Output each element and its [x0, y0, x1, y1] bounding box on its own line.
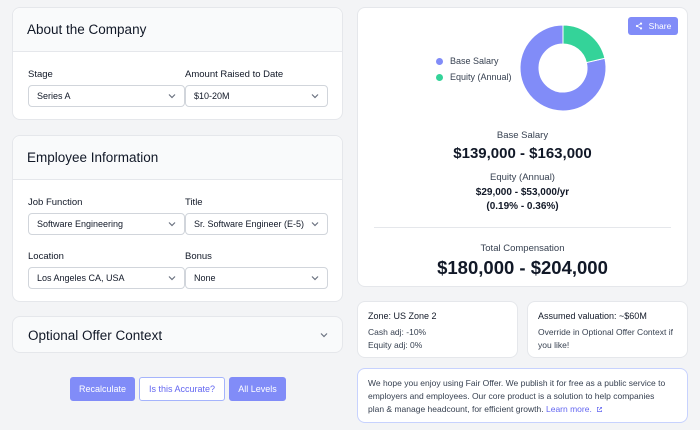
location-select[interactable]: Los Angeles CA, USA — [28, 267, 185, 289]
bonus-select[interactable]: None — [185, 267, 328, 289]
base-salary-label: Base Salary — [496, 130, 549, 141]
footer-note-line-3-text: plan & manage headcount, for efficient g… — [368, 404, 544, 414]
equity-label: Equity (Annual) — [490, 172, 555, 183]
equity-percent: (0.19% - 0.36%) — [486, 201, 559, 212]
cash-adj: Cash adj: -10% — [368, 327, 427, 337]
location-value: Los Angeles CA, USA — [37, 273, 125, 283]
optional-offer-title: Optional Offer Context — [28, 328, 163, 343]
job-function-label: Job Function — [28, 197, 83, 208]
chevron-down-icon — [168, 94, 176, 99]
divider — [374, 227, 671, 228]
chevron-down-icon — [168, 222, 176, 227]
raised-select[interactable]: $10-20M — [185, 85, 328, 107]
about-company-header: About the Company — [13, 8, 342, 52]
legend-item-base: Base Salary — [436, 56, 499, 66]
location-label: Location — [28, 251, 64, 262]
stage-value: Series A — [37, 91, 71, 101]
chevron-down-icon — [311, 276, 319, 281]
share-icon — [635, 22, 642, 30]
footer-note-line-2: employers and employees. Our core produc… — [368, 391, 655, 401]
all-levels-button[interactable]: All Levels — [229, 377, 286, 401]
external-link-icon — [597, 407, 603, 412]
title-label: Title — [185, 197, 203, 208]
legend-dot-equity — [436, 73, 443, 81]
raised-label: Amount Raised to Date — [185, 69, 284, 80]
legend-item-equity: Equity (Annual) — [436, 72, 512, 82]
valuation-card: Assumed valuation: ~$60M Override in Opt… — [527, 301, 688, 358]
job-function-value: Software Engineering — [37, 219, 124, 229]
chevron-down-icon — [311, 222, 319, 227]
chevron-down-icon — [311, 94, 319, 99]
share-label: Share — [648, 21, 672, 31]
valuation-line-1: Override in Optional Offer Context if — [538, 327, 673, 337]
title-select[interactable]: Sr. Software Engineer (E-5) — [185, 213, 328, 235]
donut-slice-equity — [562, 24, 606, 64]
employee-info-header: Employee Information — [13, 136, 342, 180]
bonus-label: Bonus — [185, 251, 212, 262]
zone-title: Zone: US Zone 2 — [368, 311, 437, 321]
optional-offer-card[interactable]: Optional Offer Context — [12, 316, 343, 353]
legend-dot-base — [436, 57, 443, 65]
raised-value: $10-20M — [194, 91, 230, 101]
compensation-donut-chart — [519, 24, 607, 112]
employee-info-title: Employee Information — [27, 150, 159, 165]
equity-range: $29,000 - $53,000/yr — [475, 187, 570, 198]
zone-card: Zone: US Zone 2 Cash adj: -10% Equity ad… — [357, 301, 518, 358]
total-comp-range: $180,000 - $204,000 — [437, 257, 608, 278]
equity-adj: Equity adj: 0% — [368, 340, 423, 350]
legend-label-equity: Equity (Annual) — [450, 72, 512, 82]
donut-slice-base — [519, 24, 607, 112]
chevron-down-icon — [168, 276, 176, 281]
learn-more-link[interactable]: Learn more. — [546, 404, 603, 414]
employee-info-card: Employee Information Job Function Softwa… — [12, 135, 343, 302]
learn-more-label: Learn more. — [546, 404, 592, 414]
chevron-down-icon — [320, 333, 328, 338]
results-card: Share Base Salary Equity (Annual) Base S… — [357, 7, 688, 287]
stage-label: Stage — [28, 69, 53, 80]
accuracy-button[interactable]: Is this Accurate? — [139, 377, 225, 401]
share-button[interactable]: Share — [628, 17, 678, 35]
valuation-line-2: you like! — [538, 340, 570, 350]
recalculate-button[interactable]: Recalculate — [70, 377, 135, 401]
job-function-select[interactable]: Software Engineering — [28, 213, 185, 235]
bonus-value: None — [194, 273, 216, 283]
about-company-title: About the Company — [27, 22, 147, 37]
about-company-card: About the Company Stage Series A Amount … — [12, 7, 343, 120]
footer-note-line-1: We hope you enjoy using Fair Offer. We p… — [368, 378, 666, 388]
stage-select[interactable]: Series A — [28, 85, 185, 107]
base-salary-range: $139,000 - $163,000 — [453, 145, 592, 162]
total-comp-label: Total Compensation — [480, 243, 565, 254]
footer-note-line-3: plan & manage headcount, for efficient g… — [368, 404, 603, 414]
footer-note-card: We hope you enjoy using Fair Offer. We p… — [357, 368, 688, 423]
title-value: Sr. Software Engineer (E-5) — [194, 219, 305, 229]
legend-label-base: Base Salary — [450, 56, 499, 66]
valuation-title: Assumed valuation: ~$60M — [538, 311, 647, 321]
